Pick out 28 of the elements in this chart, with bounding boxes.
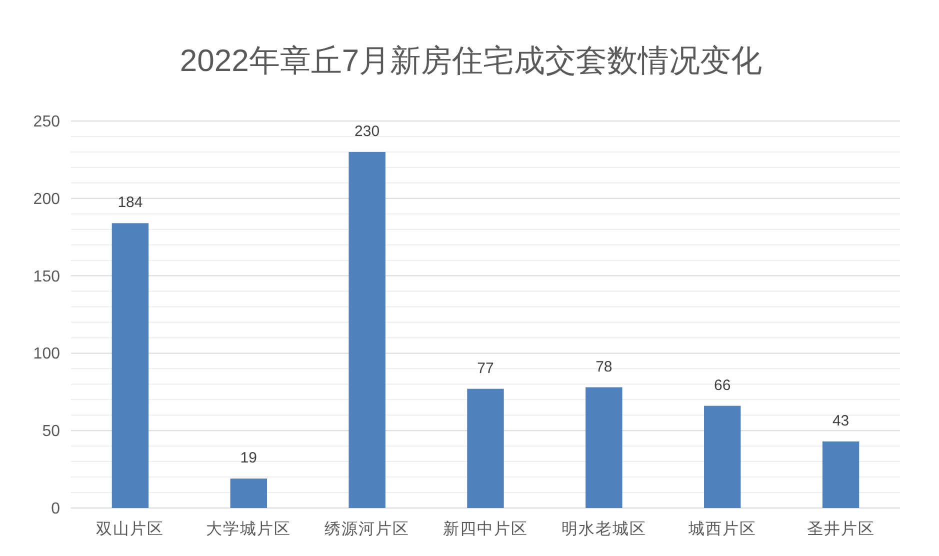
bar	[704, 406, 741, 508]
x-tick-label: 圣井片区	[806, 520, 875, 538]
data-label: 77	[477, 360, 494, 377]
data-label: 19	[240, 450, 257, 467]
x-tick-label: 大学城片区	[206, 520, 292, 538]
bar	[586, 387, 622, 508]
chart-title: 2022年章丘7月新房住宅成交套数情况变化	[180, 43, 762, 78]
x-tick-label: 绣源河片区	[324, 520, 410, 538]
x-tick-label: 城西片区	[687, 520, 756, 538]
x-tick-label: 明水老城区	[561, 520, 646, 538]
bar	[112, 223, 149, 508]
y-tick-label: 100	[33, 346, 60, 363]
y-tick-label: 0	[51, 500, 60, 518]
x-tick-label: 新四中片区	[443, 520, 528, 538]
y-tick-label: 250	[33, 114, 60, 130]
bar	[822, 441, 860, 508]
x-tick-label: 双山片区	[96, 520, 164, 538]
data-label: 43	[832, 412, 850, 430]
data-label: 78	[596, 358, 612, 376]
data-label: 230	[354, 122, 380, 140]
y-tick-label: 200	[33, 190, 60, 208]
data-label: 66	[714, 376, 731, 394]
bar	[467, 388, 504, 508]
bar	[348, 152, 386, 508]
y-tick-label: 150	[33, 268, 60, 286]
bar	[230, 478, 267, 508]
data-label: 184	[118, 194, 143, 212]
y-tick-label: 50	[42, 423, 60, 440]
